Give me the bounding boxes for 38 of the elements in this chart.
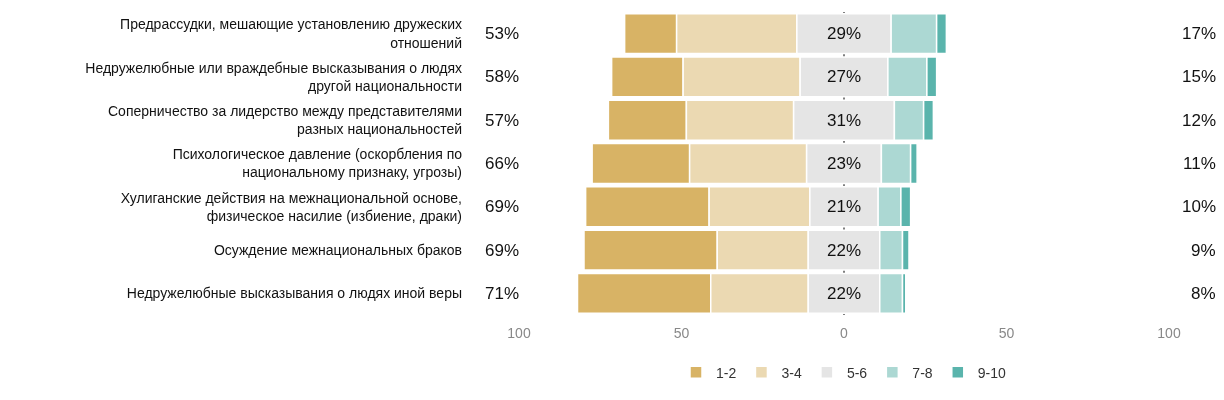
data-label: 29% <box>826 24 862 44</box>
x-tick-label: 100 <box>507 325 531 341</box>
y-tick-label: Осуждение межнациональных браков <box>213 241 462 258</box>
legend-label: 5-6 <box>846 364 868 381</box>
annotation: 57% <box>485 111 520 130</box>
y-tick-label: Недружелюбные или враждебные высказывания о людях другой национальности <box>85 59 462 94</box>
legend-label: 3-4 <box>781 364 802 381</box>
x-tick-label: 50 <box>998 325 1015 341</box>
legend-label: 9-10 <box>977 364 1007 381</box>
x-tick-label: 0 <box>840 325 849 341</box>
annotation: 69% <box>485 197 520 216</box>
legend-label: 7-8 <box>912 364 933 381</box>
annotation: 58% <box>485 67 520 86</box>
data-label: 27% <box>826 67 862 87</box>
y-tick-label: Предрассудки, мешающие установлению дружеских отношений <box>120 16 462 51</box>
data-label: 23% <box>826 154 862 173</box>
text: 12% <box>1182 111 1217 130</box>
y-tick-label: Недружелюбные высказывания о людях иной веры <box>126 285 462 302</box>
legend-label: 1-2 <box>716 364 737 381</box>
data-label: 22% <box>826 283 862 303</box>
text: 9% <box>1191 241 1216 260</box>
text: 17% <box>1182 24 1217 43</box>
data-label: 31% <box>826 110 862 130</box>
text: 11% <box>1183 154 1216 173</box>
y-tick-label: Хулиганские действия на межнациональной основе, физическое насилие (избиение, драки) <box>120 189 462 224</box>
annotation: 69% <box>485 241 520 260</box>
annotation: 71% <box>485 284 520 303</box>
data-label: 22% <box>826 240 862 260</box>
y-tick-label: Психологическое давление (оскорбления по национальному признаку, угрозы) <box>172 146 463 181</box>
x-tick-label: 100 <box>1157 325 1181 341</box>
x-tick-label: 50 <box>673 325 690 341</box>
text: 8% <box>1191 284 1216 303</box>
text: 15% <box>1182 67 1217 86</box>
annotation: 66% <box>485 154 520 173</box>
text: 10% <box>1182 197 1217 216</box>
annotation: 53% <box>485 24 520 43</box>
data-label: 21% <box>826 197 862 217</box>
y-tick-label: Соперничество за лидерство между представителями разных национальностей <box>107 103 462 138</box>
